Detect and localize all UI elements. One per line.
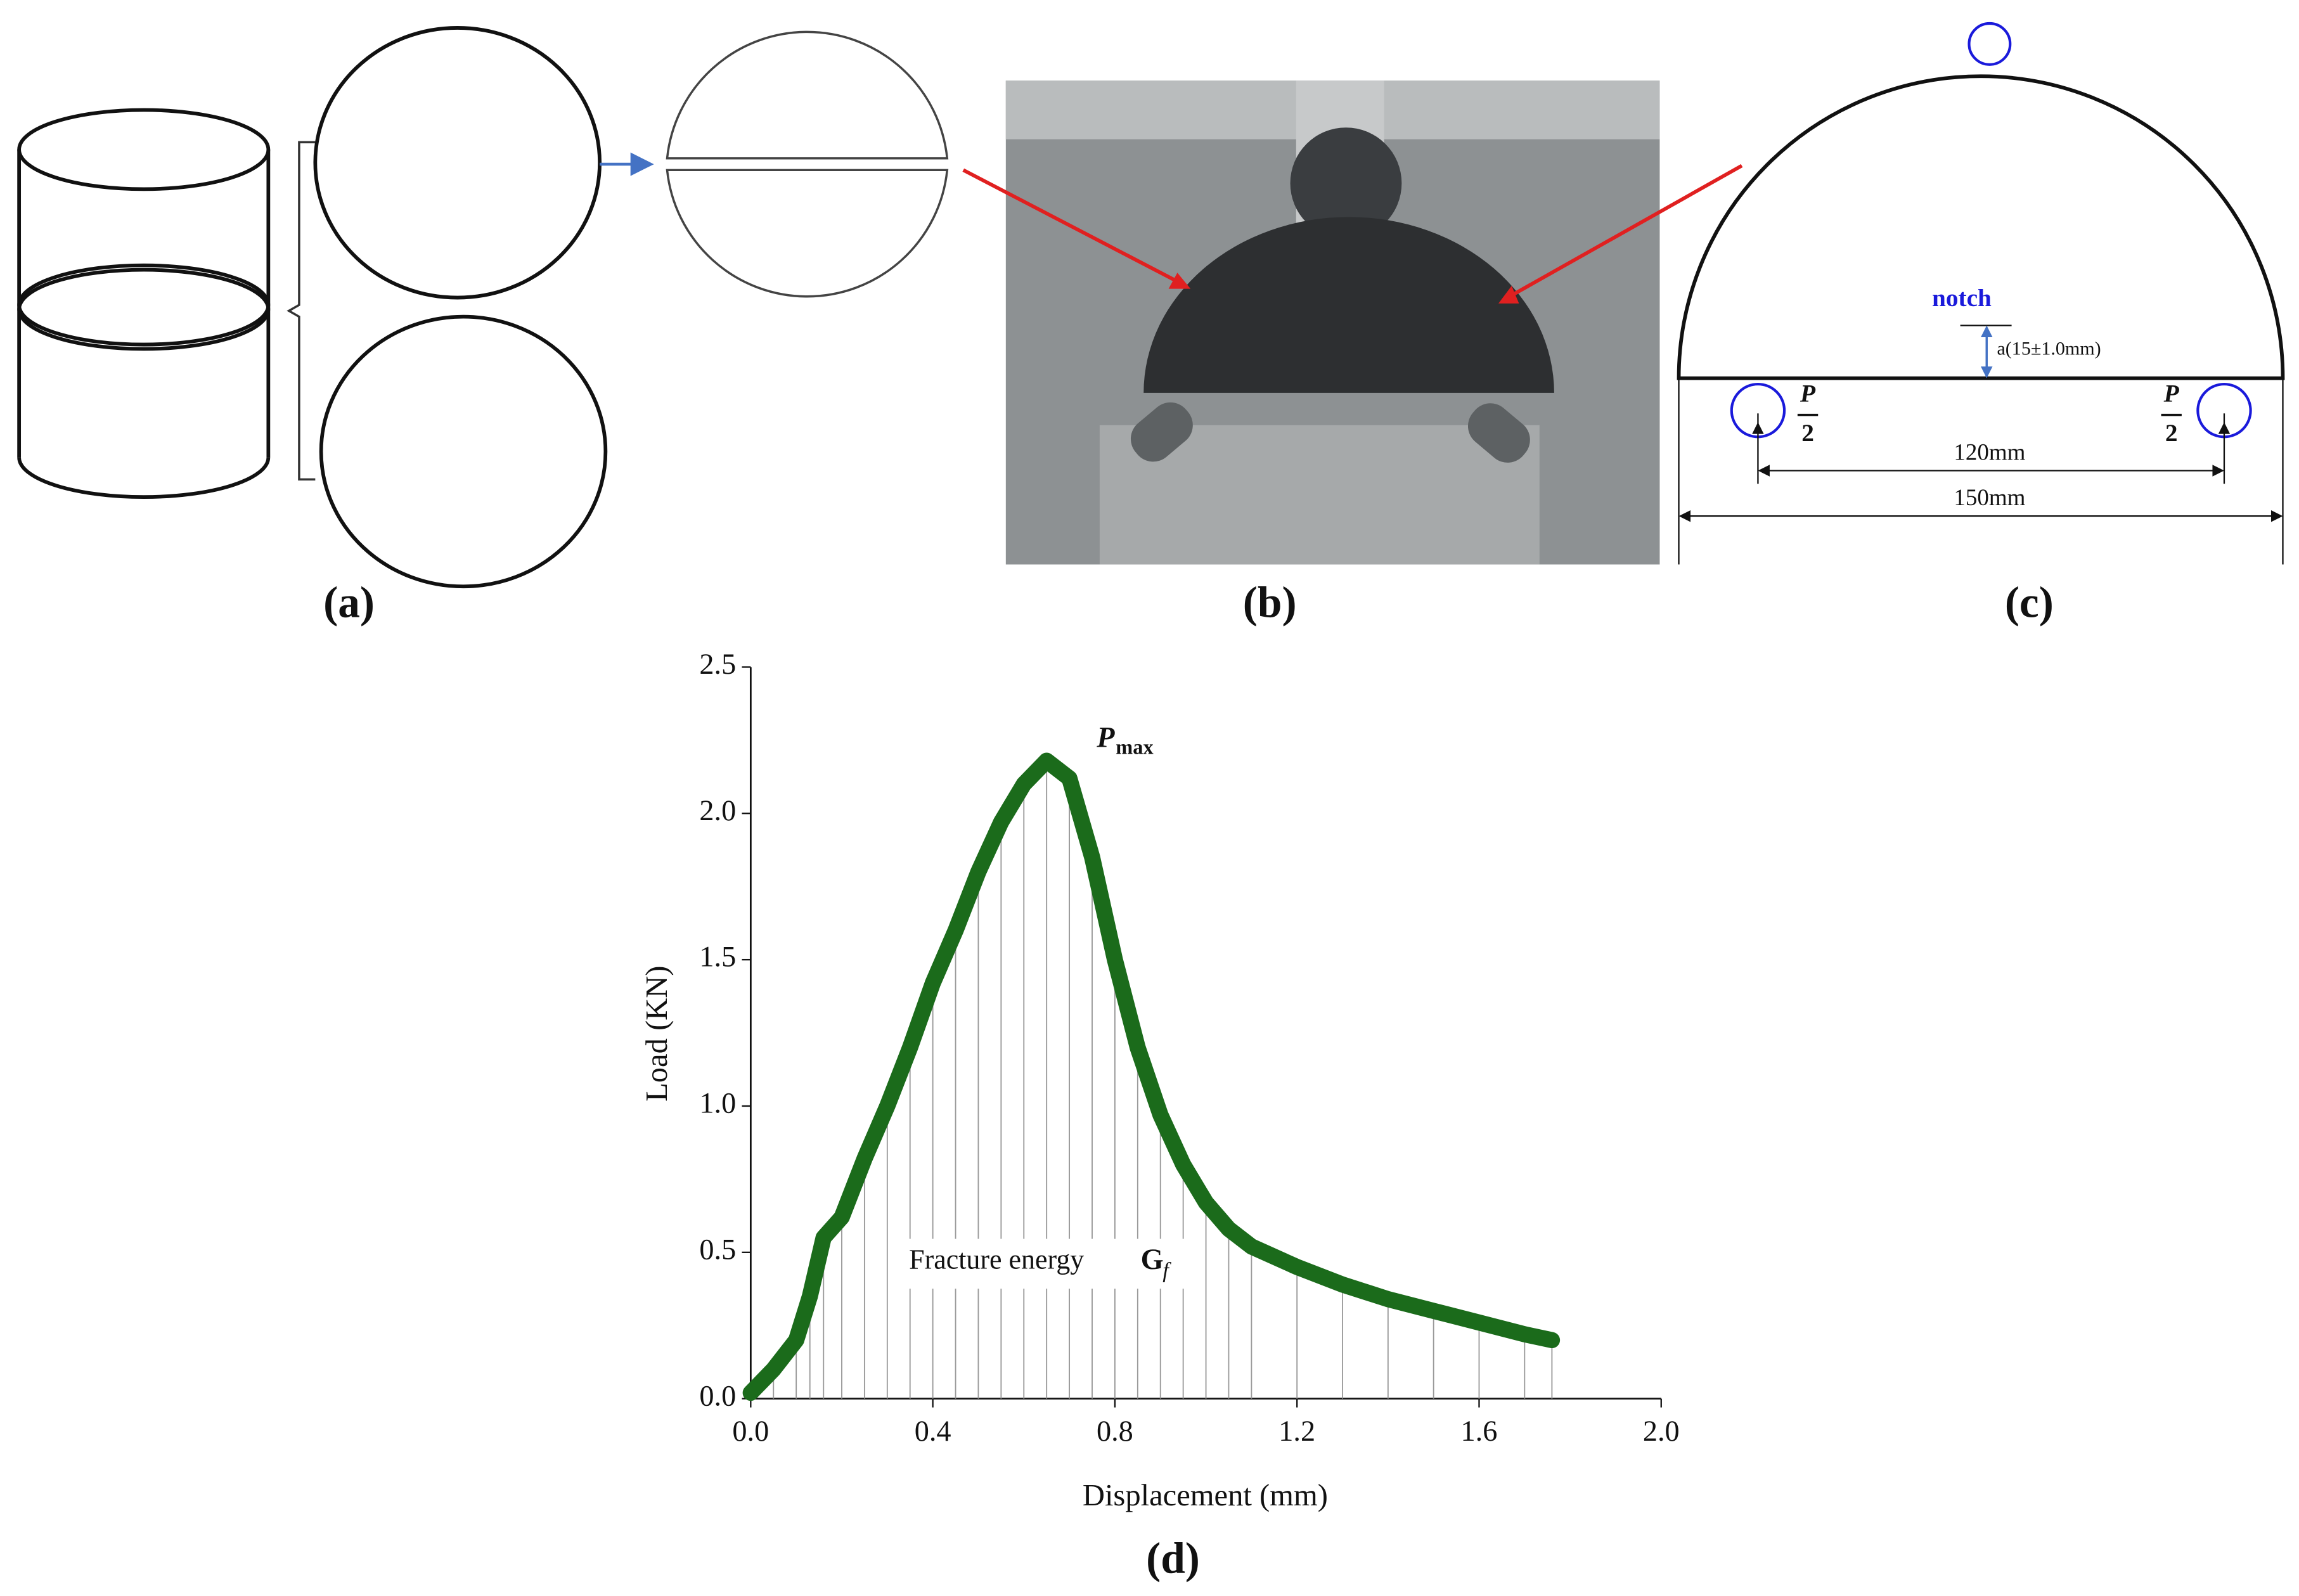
split-slice [666,30,949,298]
annotation: Fracture energy [909,1244,1084,1275]
panel-label: (d) [1146,1535,1200,1583]
slice-top [313,26,602,300]
x-tick-label: 0.8 [1097,1415,1133,1448]
x-tick-label: 0.0 [732,1415,769,1448]
pointer [1509,164,1743,298]
x-tick-label: 2.0 [1643,1415,1680,1448]
annotation-bg [897,1239,1191,1289]
annotation: max [1116,736,1154,759]
arrowhead [1168,273,1191,289]
load-p: P [2163,380,2180,408]
panel-label: (a) [323,579,375,627]
load-curve [742,752,1561,1401]
y-tick-label: 0.5 [699,1233,736,1266]
arrowhead [1981,325,1993,378]
span-label: 120mm [1954,440,2025,466]
brace [287,141,316,481]
notch-depth: a(15±1.0mm) [1997,338,2101,359]
y-tick-label: 0.0 [699,1380,736,1412]
pointer [962,168,1182,285]
notch-label: notch [1932,284,1992,312]
slice-bottom [319,314,608,589]
y-axis-title: Load (KN) [640,966,674,1102]
y-tick-label: 1.0 [699,1088,736,1120]
dimension-arrows [1678,422,2283,522]
chart: 0.0 0.4 0.8 1.2 1.6 2.0 0.0 0.5 1.0 1.5 2.0 2.5 P max… [699,648,1679,1448]
arrowhead [630,152,654,176]
x-axis-title: Displacement (mm) [1083,1478,1328,1512]
load-d: 2 [1801,419,1814,447]
annotation: P [1096,722,1115,754]
panel-label: (c) [2005,579,2054,627]
photo [1005,80,1660,565]
load-p: P [1800,380,1816,408]
diameter-label: 150mm [1954,485,2025,511]
scb-diagram [1677,74,2285,380]
cylinder-diagram [17,108,271,499]
y-tick-label: 2.5 [699,648,736,681]
load-d: 2 [2165,419,2178,447]
x-tick-label: 1.6 [1461,1415,1498,1448]
y-tick-label: 1.5 [699,941,736,974]
y-tick-label: 2.0 [699,795,736,827]
panel-label: (b) [1243,579,1297,627]
annotation: G [1141,1244,1164,1276]
supports [1730,22,2252,439]
x-tick-label: 0.4 [915,1415,951,1448]
arrowhead [1498,286,1519,304]
x-tick-label: 1.2 [1278,1415,1315,1448]
